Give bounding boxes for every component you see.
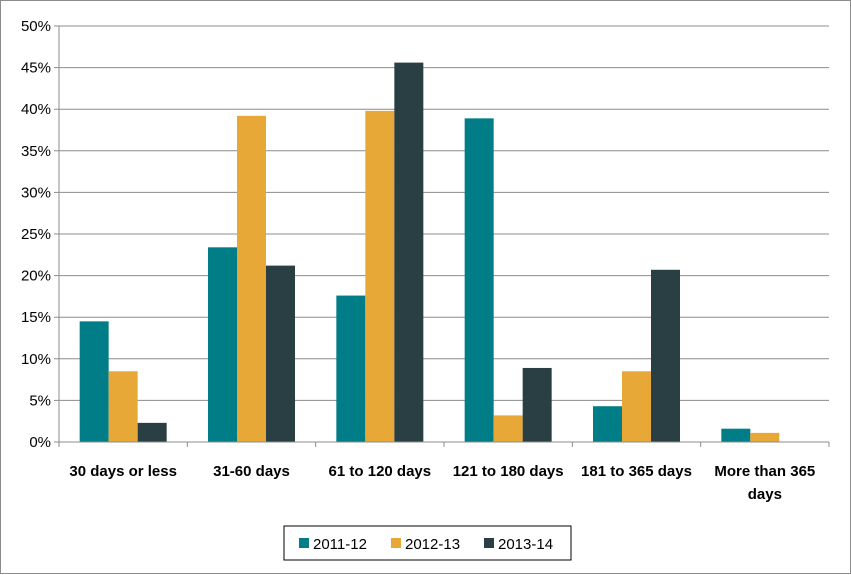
y-tick-label: 30% bbox=[21, 184, 51, 201]
bar-2013-14-0 bbox=[137, 422, 167, 442]
bar-2011-12-0 bbox=[79, 321, 109, 442]
bar-2011-12-4 bbox=[593, 406, 622, 442]
y-tick-label: 40% bbox=[21, 101, 51, 118]
bar-2013-14-2 bbox=[394, 62, 424, 442]
y-tick-label: 0% bbox=[29, 434, 51, 451]
legend-label: 2013-14 bbox=[498, 536, 553, 553]
y-tick-label: 50% bbox=[21, 18, 51, 35]
y-tick-label: 10% bbox=[21, 351, 51, 368]
bar-2013-14-3 bbox=[522, 367, 552, 442]
x-category-label: 61 to 120 days bbox=[329, 463, 432, 480]
x-category-label: 121 to 180 days bbox=[453, 463, 564, 480]
bar-2012-13-4 bbox=[622, 371, 651, 442]
bar-2012-13-2 bbox=[365, 110, 395, 442]
x-category-label: More than 365 bbox=[714, 463, 815, 480]
legend-label: 2012-13 bbox=[405, 536, 460, 553]
bar-2011-12-2 bbox=[336, 295, 366, 442]
bar-2011-12-3 bbox=[464, 118, 494, 443]
y-tick-label: 5% bbox=[29, 392, 51, 409]
x-axis-category-labels: 30 days or less 31-60 days 61 to 120 days 1… bbox=[69, 463, 815, 503]
y-axis-ticks: 0% 5% 10% 15% 20% 25% 30% 35% 40% 45% 50% bbox=[21, 18, 59, 451]
y-tick-label: 20% bbox=[21, 268, 51, 285]
legend-swatch-2012-13 bbox=[391, 538, 401, 548]
bar-2011-12-5 bbox=[721, 428, 751, 442]
x-category-label: days bbox=[748, 486, 782, 503]
y-tick-label: 35% bbox=[21, 143, 51, 160]
y-tick-label: 45% bbox=[21, 60, 51, 77]
bar-2012-13-3 bbox=[493, 415, 523, 442]
bar-2011-12-1 bbox=[208, 247, 237, 442]
y-tick-label: 25% bbox=[21, 226, 51, 243]
legend-label: 2011-12 bbox=[313, 536, 367, 553]
bar-2012-13-5 bbox=[750, 432, 780, 442]
x-category-label: 181 to 365 days bbox=[581, 463, 692, 480]
x-category-label: 31-60 days bbox=[213, 463, 290, 480]
x-category-label: 30 days or less bbox=[69, 463, 177, 480]
bar-2013-14-1 bbox=[266, 265, 295, 442]
gridlines bbox=[59, 25, 829, 401]
legend-swatch-2013-14 bbox=[484, 538, 494, 548]
legend-box bbox=[283, 525, 572, 561]
x-axis bbox=[58, 26, 830, 447]
bar-2012-13-0 bbox=[108, 371, 138, 442]
bar-2012-13-1 bbox=[237, 115, 266, 442]
bar-2013-14-4 bbox=[651, 269, 680, 442]
bars bbox=[79, 62, 780, 443]
legend: 2011-12 2012-13 2013-14 bbox=[283, 525, 572, 561]
y-tick-label: 15% bbox=[21, 309, 51, 326]
legend-swatch-2011-12 bbox=[299, 538, 309, 548]
